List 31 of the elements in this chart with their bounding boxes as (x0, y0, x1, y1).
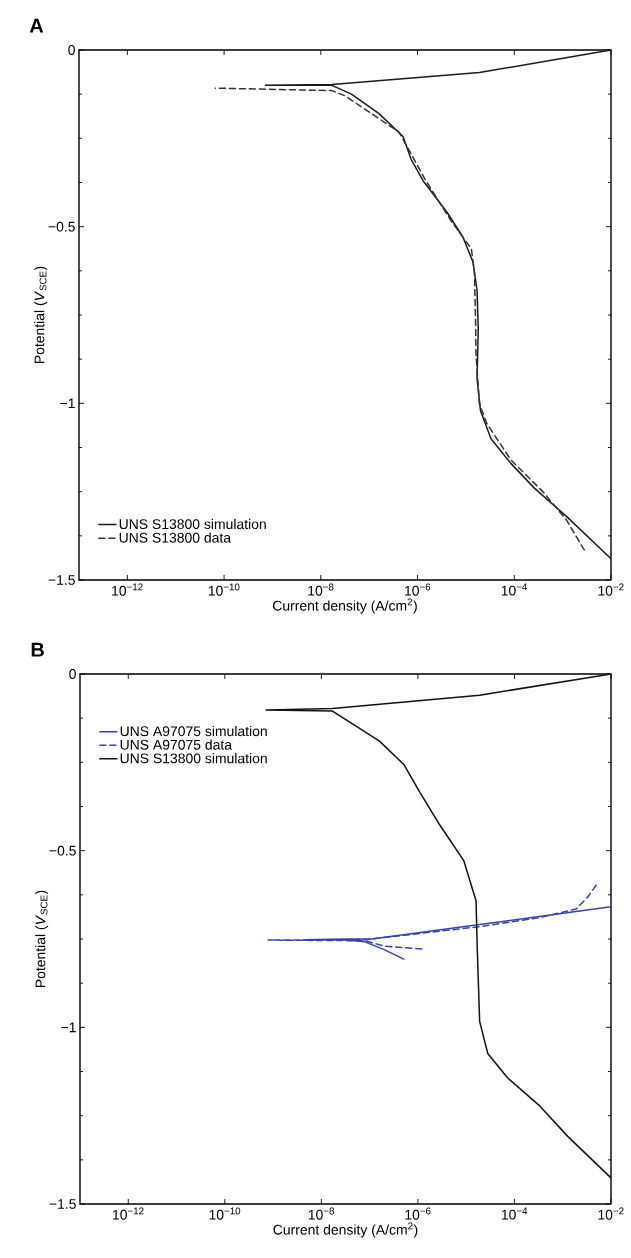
legend-label: UNS S13800 simulation (119, 518, 266, 530)
x-tick-label: 10$^{−2}$ (598, 1207, 624, 1220)
x-tick-label: 10$^{−6}$ (405, 583, 431, 596)
y-tick-label: −0.5 (48, 221, 75, 232)
chart-title: B (31, 642, 44, 657)
y-tick-label: −1.5 (49, 1199, 76, 1209)
legend-label: UNS S13800 data (119, 532, 232, 543)
y-tick-label: −0.5 (49, 845, 76, 856)
x-tick-label: 10$^{−4}$ (501, 1207, 528, 1220)
x-tick-label: 10$^{−8}$ (308, 583, 334, 596)
x-tick-label: 10$^{−12}$ (112, 583, 143, 596)
x-axis-title: Current density (A/cm$^{2}$) (272, 598, 417, 614)
y-axis-title: Potential (V$_{SCE}$) (35, 890, 49, 988)
legend-label: UNS A97075 data (120, 739, 233, 750)
x-tick-label: 10$^{−10}$ (209, 1207, 241, 1220)
x-tick-label: 10$^{−12}$ (113, 1207, 144, 1220)
x-tick-label: 10$^{−2}$ (598, 583, 624, 596)
x-tick-label: 10$^{−10}$ (208, 583, 240, 596)
y-tick-label: −1 (60, 398, 75, 409)
legend-label: UNS A97075 simulation (120, 725, 267, 737)
x-axis-title: Current density (A/cm$^{2}$) (273, 1222, 418, 1238)
y-tick-label: −1.5 (48, 575, 75, 585)
y-tick-label: 0 (69, 669, 76, 679)
legend-label: UNS S13800 simulation (120, 753, 267, 764)
y-tick-label: −1 (61, 1022, 76, 1033)
x-tick-label: 10$^{−4}$ (501, 583, 528, 596)
y-tick-label: 0 (68, 45, 75, 55)
x-tick-label: 10$^{−6}$ (405, 1207, 431, 1220)
chart-title: A (29, 18, 44, 33)
y-axis-title: Potential (V$_{SCE}$) (34, 266, 48, 364)
x-tick-label: 10$^{−8}$ (308, 1207, 334, 1220)
